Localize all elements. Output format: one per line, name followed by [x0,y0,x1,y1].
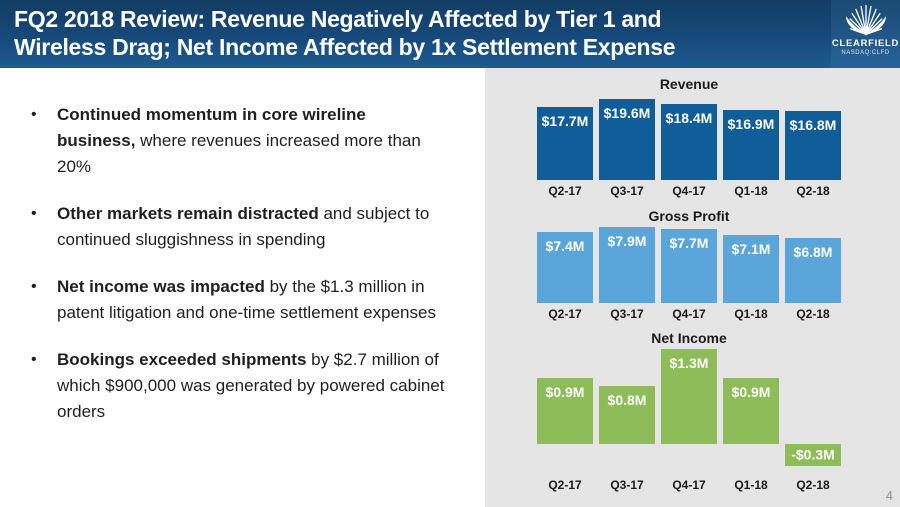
bullet-bold-text: Net income was impacted [57,277,265,296]
bullet-list: Continued momentum in core wireline busi… [0,68,485,446]
net-income-chart: Net Income $0.9M $0.8M $1.3M $0.9M -$0.3M Q2… [537,321,841,492]
bullet-item-2: Other markets remain distracted and subj… [31,201,447,253]
x-axis-label: Q4-17 [672,478,706,492]
bullet-item-1: Continued momentum in core wireline busi… [31,102,447,180]
bar-value-label: $16.8M [789,117,837,133]
bar-value-label: $19.6M [603,105,651,121]
bar-Q2-17: $17.7M [537,107,593,180]
bar-Q1-18: $7.1M [723,235,779,303]
net-income-chart-plot: $0.9M $0.8M $1.3M $0.9M -$0.3M [537,349,841,468]
bullet-item-4: Bookings exceeded shipments by $2.7 mill… [31,347,447,425]
bullet-bold-text: Bookings exceeded shipments [57,350,307,369]
bullet-rest-text: and subject to continued sluggishness in… [57,204,430,249]
bar-Q3-17: $7.9M [599,227,655,303]
bar-value-label: $0.9M [731,384,771,400]
bar-Q2-18: $6.8M [785,238,841,303]
logo-company-name: CLEARFIELD [831,38,900,49]
bullet-item-3: Net income was impacted by the $1.3 mill… [31,274,447,326]
revenue-chart: Revenue $17.7M $19.6M $18.4M $16.9M $16.8M Q… [537,68,841,198]
bar-Q4-17: $7.7M [661,229,717,303]
x-axis-label: Q1-18 [734,184,768,198]
bar-value-label: $7.1M [731,241,771,257]
bar-value-label: $0.8M [607,392,647,408]
logo-ticker: NASDAQ:CLFD [841,50,890,56]
slide-title-line2: Wireless Drag; Net Income Affected by 1x… [14,34,676,60]
clearfield-logo: CLEARFIELD NASDAQ:CLFD [831,0,900,68]
x-axis-label: Q1-18 [734,307,768,321]
bullet-rest-text: by $2.7 million of which $900,000 was ge… [57,350,445,421]
bar-value-label: -$0.3M [791,446,835,463]
bullet-bold-text: Continued momentum in core wireline busi… [57,105,366,150]
chart-title-net-income: Net Income [651,330,727,346]
bar-value-label: $6.8M [793,244,833,260]
x-axis-label: Q2-18 [796,307,830,321]
bar-Q4-17: $18.4M [661,104,717,180]
bar-value-label: $7.4M [545,238,585,254]
gross-profit-chart-plot: $7.4M $7.9M $7.7M $7.1M $6.8M [537,227,841,303]
gross-profit-x-axis-labels: Q2-17 Q3-17 Q4-17 Q1-18 Q2-18 [537,307,841,321]
bar-Q3-17: $0.8M [599,386,655,444]
bar-Q2-17: $7.4M [537,232,593,303]
x-axis-label: Q3-17 [610,184,644,198]
bullet-rest-text: by the $1.3 million in patent litigation… [57,277,436,322]
x-axis-label: Q2-17 [548,307,582,321]
x-axis-label: Q4-17 [672,184,706,198]
net-income-x-axis-labels: Q2-17 Q3-17 Q4-17 Q1-18 Q2-18 [537,478,841,492]
x-axis-label: Q1-18 [734,478,768,492]
header-bar: FQ2 2018 Review: Revenue Negatively Affe… [0,0,900,68]
gross-profit-chart: Gross Profit $7.4M $7.9M $7.7M $7.1M $6.8M Q… [537,198,841,321]
x-axis-label: Q2-17 [548,184,582,198]
bar-value-label: $17.7M [541,113,589,129]
bar-Q4-17: $1.3M [661,349,717,444]
chart-title-revenue: Revenue [659,76,719,92]
x-axis-label: Q3-17 [610,307,644,321]
revenue-chart-plot: $17.7M $19.6M $18.4M $16.9M $16.8M [537,99,841,180]
x-axis-label: Q2-17 [548,478,582,492]
slide-title: FQ2 2018 Review: Revenue Negatively Affe… [14,5,676,61]
x-axis-label: Q2-18 [796,184,830,198]
x-axis-label: Q3-17 [610,478,644,492]
bar-Q2-18: -$0.3M [785,444,841,466]
bar-value-label: $16.9M [727,116,775,132]
bar-Q2-18: $16.8M [785,111,841,180]
bar-Q2-17: $0.9M [537,378,593,444]
charts-panel: Revenue $17.7M $19.6M $18.4M $16.9M $16.8M Q… [485,68,900,507]
chart-title-gross-profit: Gross Profit [648,208,730,224]
bar-value-label: $18.4M [665,110,713,126]
bar-value-label: $0.9M [545,384,585,400]
x-axis-label: Q2-18 [796,478,830,492]
bar-value-label: $1.3M [669,355,709,371]
bullet-rest-text: where revenues increased more than 20% [57,131,421,176]
clearfield-shell-icon [845,4,886,36]
slide-title-line1: FQ2 2018 Review: Revenue Negatively Affe… [14,6,662,32]
x-axis-label: Q4-17 [672,307,706,321]
bar-Q1-18: $0.9M [723,378,779,444]
bar-Q1-18: $16.9M [723,110,779,180]
bar-value-label: $7.9M [607,233,647,249]
bar-Q3-17: $19.6M [599,99,655,180]
page-number: 4 [885,488,893,503]
bar-value-label: $7.7M [669,235,709,251]
revenue-x-axis-labels: Q2-17 Q3-17 Q4-17 Q1-18 Q2-18 [537,184,841,198]
bullet-bold-text: Other markets remain distracted [57,204,319,223]
